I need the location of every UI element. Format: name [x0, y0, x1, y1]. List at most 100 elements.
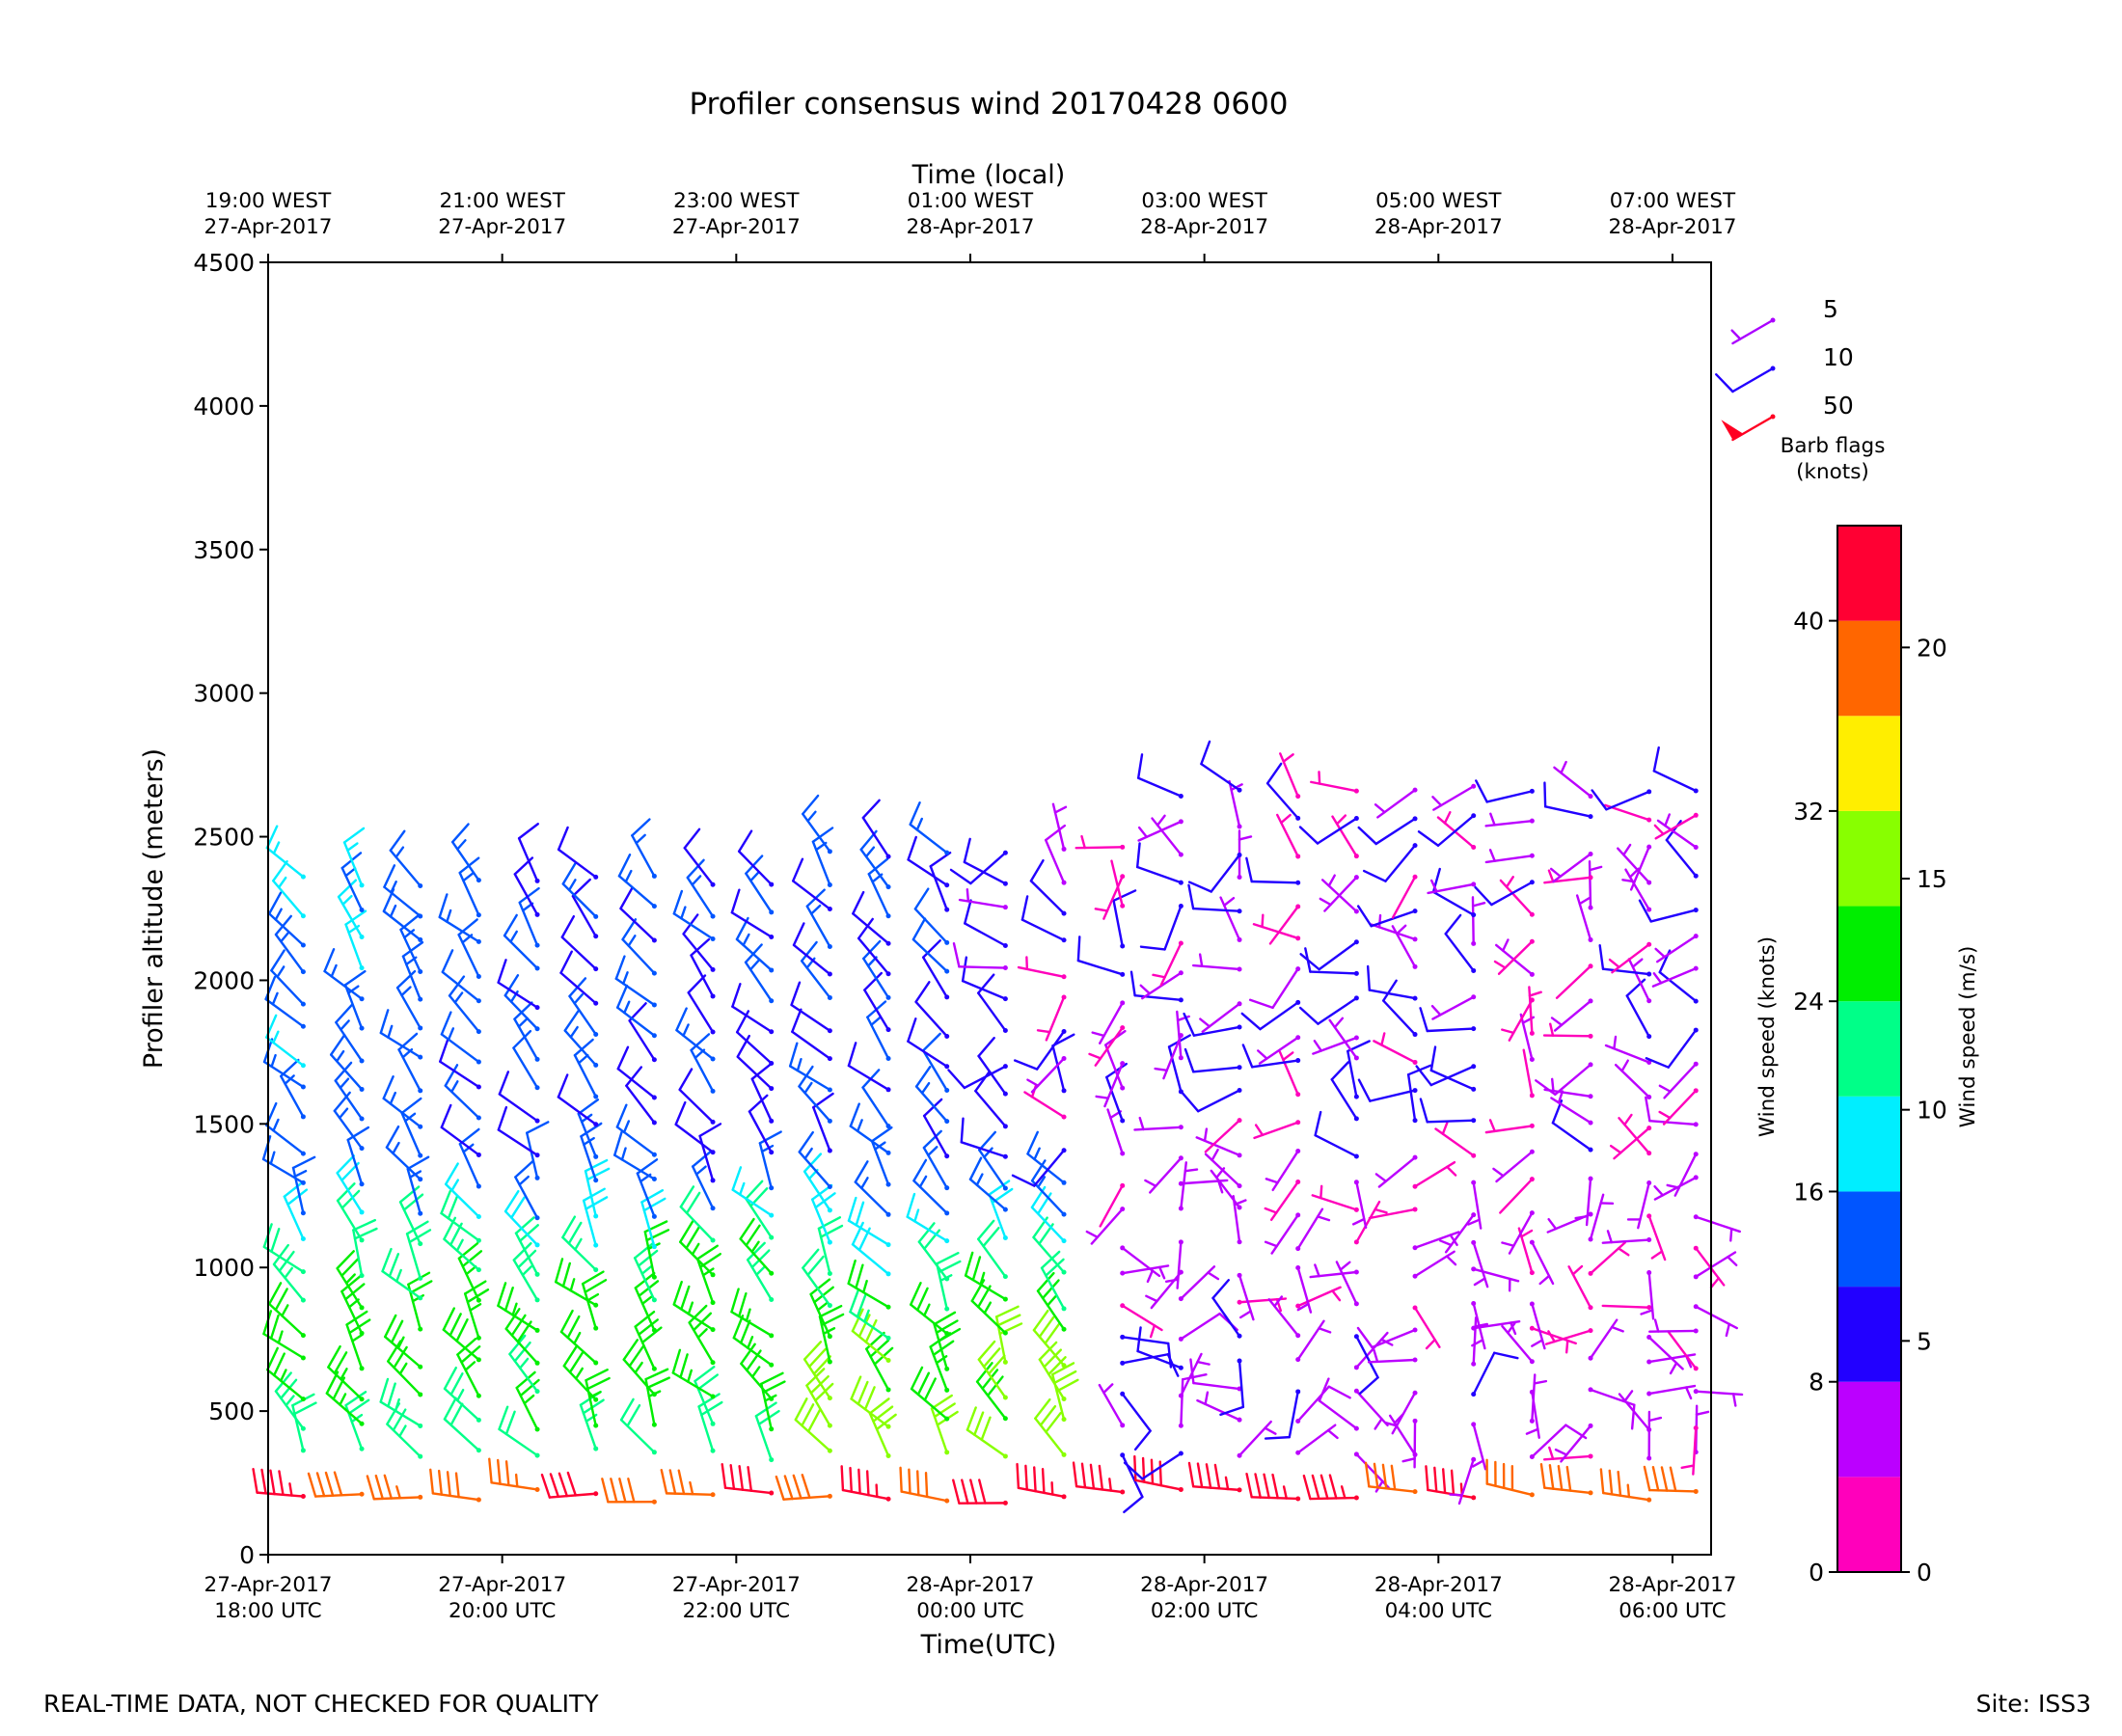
wind-barb	[640, 1188, 667, 1250]
x-tick-time: 18:00 UTC	[214, 1599, 321, 1623]
wind-barb	[849, 1288, 891, 1341]
wind-barb	[1312, 1035, 1359, 1055]
wind-barb	[267, 891, 306, 948]
top-tick-time: 03:00 WEST	[1141, 189, 1267, 213]
wind-barb	[561, 862, 599, 919]
wind-barb	[280, 1058, 306, 1120]
wind-barb	[1653, 1175, 1699, 1201]
wind-barb	[1617, 843, 1652, 885]
wind-barb	[270, 949, 306, 1007]
colorbar-segment	[1837, 906, 1901, 1002]
legend-label: 5	[1823, 295, 1838, 323]
wind-barb	[1383, 1390, 1418, 1435]
wind-barb	[1484, 849, 1535, 864]
wind-barb	[731, 983, 775, 1035]
wind-barb	[1475, 779, 1535, 803]
wind-barb	[851, 1221, 891, 1277]
wind-barb	[1178, 1265, 1220, 1302]
wind-barb	[1429, 1045, 1477, 1092]
wind-barb	[1492, 1149, 1535, 1183]
wind-barb	[463, 1280, 490, 1341]
wind-barb	[340, 1275, 366, 1336]
wind-barb	[561, 1215, 599, 1273]
wind-barb	[800, 940, 832, 1000]
wind-barb	[622, 1339, 657, 1397]
wind-barb	[1051, 1362, 1079, 1423]
wind-barb	[397, 1032, 423, 1094]
wind-barb	[870, 1126, 893, 1187]
wind-barb	[1667, 1330, 1699, 1371]
wind-barb	[633, 1241, 659, 1303]
wind-barb	[342, 827, 366, 888]
wind-barb	[1419, 1007, 1477, 1033]
wind-barb	[1626, 1180, 1652, 1230]
wind-barb	[909, 801, 950, 855]
wind-barb	[557, 1073, 599, 1127]
x-tick-time: 00:00 UTC	[916, 1599, 1023, 1623]
wind-barb	[582, 1187, 609, 1248]
wind-barb	[1646, 1384, 1697, 1400]
wind-barb	[660, 1469, 716, 1498]
wind-barb	[1044, 824, 1067, 885]
wind-barb	[1040, 1250, 1067, 1312]
wind-barb	[1471, 1319, 1521, 1336]
wind-barb	[1178, 1352, 1211, 1398]
wind-barb	[1178, 1372, 1208, 1428]
colorbar-knots-tick-label: 40	[1793, 608, 1824, 636]
wind-barb	[1427, 879, 1477, 895]
wind-barb	[628, 1002, 657, 1063]
wind-barb	[966, 1406, 1008, 1459]
wind-barb	[1264, 1389, 1301, 1440]
wind-barb	[577, 1099, 600, 1159]
wind-barb	[739, 1217, 775, 1276]
wind-barb	[1257, 1035, 1301, 1065]
colorbar-knots-tick-label: 8	[1809, 1369, 1824, 1397]
wind-barb	[1646, 1213, 1667, 1261]
wind-barb	[1549, 851, 1593, 883]
wind-barb	[1295, 1207, 1331, 1252]
wind-barb	[517, 823, 540, 883]
wind-barb	[1211, 1279, 1242, 1339]
wind-barb	[323, 948, 365, 1002]
wind-barb	[788, 1042, 832, 1093]
wind-barb	[1680, 1425, 1699, 1476]
wind-barb	[1314, 1110, 1359, 1159]
y-tick-label: 2000	[193, 966, 255, 994]
wind-barb	[1645, 1096, 1699, 1127]
wind-barb	[748, 1094, 775, 1155]
wind-barb	[1374, 787, 1418, 819]
wind-barb	[672, 1280, 716, 1333]
wind-barb	[1120, 1245, 1161, 1284]
wind-barb	[1656, 813, 1699, 850]
wind-barb	[912, 1158, 950, 1216]
wind-barb	[977, 1340, 1008, 1400]
wind-barb	[1436, 811, 1477, 851]
wind-barb	[439, 1038, 481, 1090]
wind-barb	[1034, 1397, 1067, 1457]
wind-barb	[745, 1180, 775, 1240]
wind-barb	[678, 1068, 716, 1125]
wind-barb	[1183, 1012, 1242, 1037]
wind-barb	[625, 1066, 657, 1126]
wind-barb	[1471, 1351, 1519, 1397]
wind-barb	[352, 1218, 378, 1279]
wind-barb	[1651, 965, 1699, 988]
wind-barb	[503, 1189, 540, 1248]
wind-barb	[1591, 789, 1652, 811]
wind-barb	[1471, 896, 1486, 946]
wind-barb	[1471, 1422, 1487, 1471]
wind-barb	[1187, 852, 1242, 893]
wind-barb	[458, 1127, 481, 1189]
wind-barb	[1098, 1383, 1126, 1428]
wind-barb	[526, 1121, 550, 1180]
wind-barb	[1588, 859, 1603, 910]
x-tick-date: 28-Apr-2017	[1608, 1573, 1736, 1597]
x-tick-time: 02:00 UTC	[1151, 1599, 1258, 1623]
wind-barb	[1151, 814, 1183, 857]
wind-barb	[498, 1071, 540, 1124]
wind-barb	[562, 1344, 599, 1402]
wind-barb	[930, 1394, 959, 1455]
wind-barb	[1356, 1326, 1418, 1349]
wind-barb	[1248, 966, 1301, 1010]
